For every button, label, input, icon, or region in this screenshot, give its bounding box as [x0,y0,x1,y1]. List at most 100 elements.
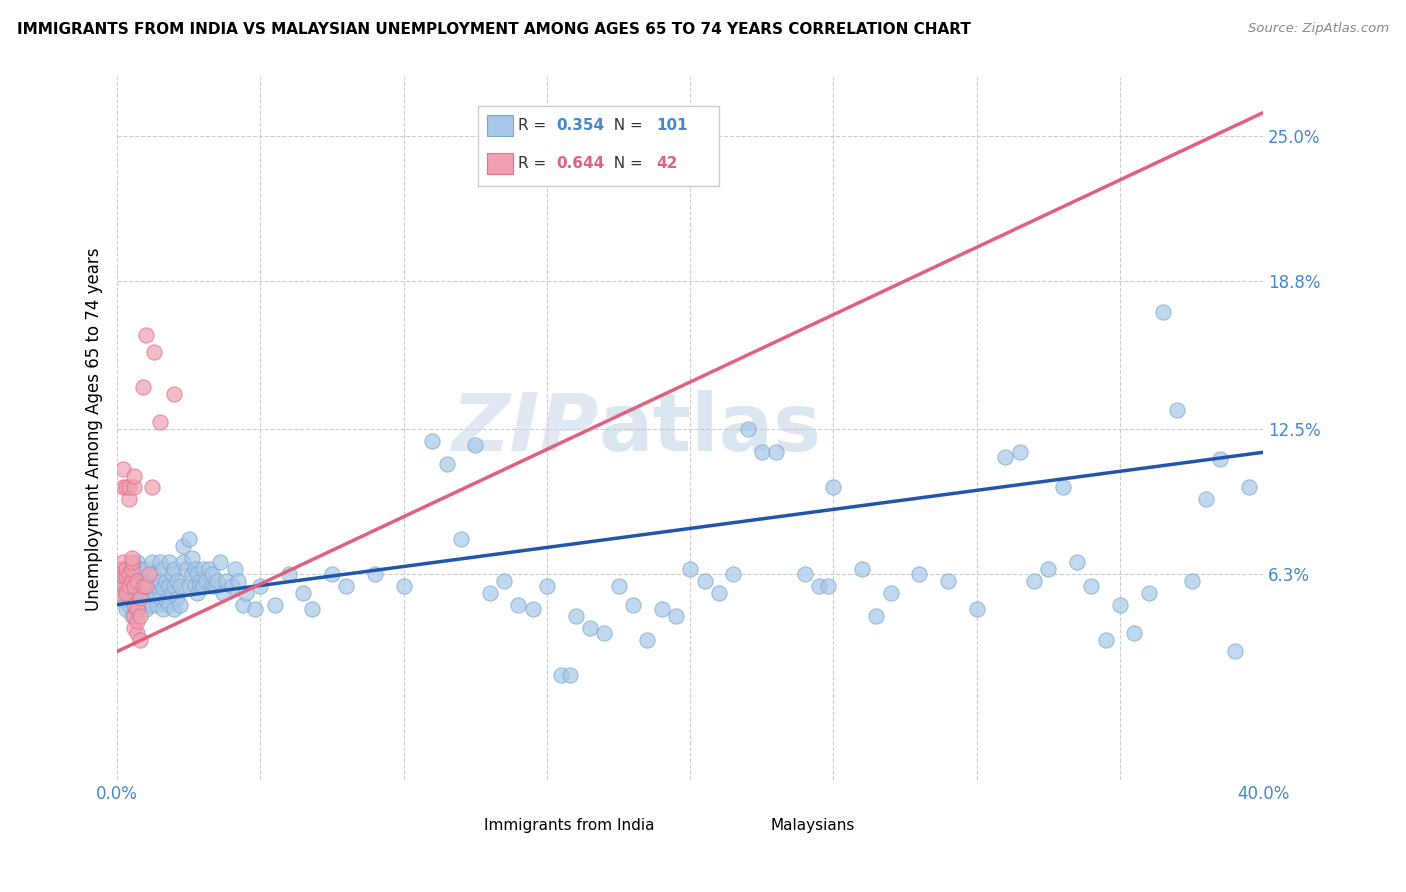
Point [550,668,572,682]
Text: Malaysians: Malaysians [770,819,855,833]
Point [436,457,458,471]
Point [212,586,235,600]
Point [321,567,343,582]
Point [124,579,146,593]
Point [121,574,143,588]
Point [129,562,152,576]
Point [124,579,146,593]
Text: ZIP: ZIP [451,390,599,467]
Point [180,550,202,565]
Point [114,569,136,583]
Text: Immigrants from India: Immigrants from India [484,819,654,833]
Point [1152,304,1174,318]
Point [114,569,136,583]
Point [124,480,146,494]
Point [124,567,146,582]
Point [169,579,191,593]
Point [707,586,730,600]
Point [108,562,131,576]
Point [163,602,186,616]
Point [191,579,214,593]
Point [621,598,644,612]
Point [1008,445,1031,459]
Point [593,625,616,640]
Point [138,592,160,607]
Point [180,567,202,582]
Point [138,574,160,588]
Point [160,586,183,600]
Point [111,461,134,475]
Point [129,609,152,624]
Point [865,609,887,624]
Text: atlas: atlas [599,390,821,467]
Point [636,632,658,647]
Point [157,555,180,569]
Point [108,586,131,600]
Point [111,592,134,607]
FancyBboxPatch shape [488,153,513,175]
Point [558,668,581,682]
Point [1052,480,1074,494]
Point [851,562,873,576]
Text: 0.354: 0.354 [557,118,605,133]
Point [226,574,249,588]
Point [121,562,143,576]
Point [1181,574,1204,588]
Point [114,586,136,600]
Point [152,581,174,595]
Point [127,555,149,569]
Point [118,492,141,507]
Point [149,555,172,569]
FancyBboxPatch shape [488,115,513,136]
Point [1094,632,1116,647]
Point [765,445,787,459]
Text: IMMIGRANTS FROM INDIA VS MALAYSIAN UNEMPLOYMENT AMONG AGES 65 TO 74 YEARS CORREL: IMMIGRANTS FROM INDIA VS MALAYSIAN UNEMP… [17,22,970,37]
Point [124,598,146,612]
Point [215,574,238,588]
Point [221,579,243,593]
Point [808,579,831,593]
Point [908,567,931,582]
Text: R =: R = [519,156,551,171]
Point [817,579,839,593]
Point [536,579,558,593]
Point [141,480,163,494]
Point [166,591,188,605]
Point [146,598,169,612]
Point [174,562,197,576]
Point [172,539,194,553]
Point [607,579,630,593]
Point [163,579,186,593]
Point [235,586,257,600]
Point [132,579,155,593]
Point [478,586,501,600]
Point [135,579,157,593]
Point [936,574,959,588]
Point [201,567,224,582]
Point [721,567,744,582]
FancyBboxPatch shape [478,105,718,186]
Point [121,586,143,600]
Y-axis label: Unemployment Among Ages 65 to 74 years: Unemployment Among Ages 65 to 74 years [86,247,103,611]
Point [127,569,149,583]
Point [880,586,903,600]
Point [121,574,143,588]
Point [127,586,149,600]
Point [127,625,149,640]
Point [207,574,229,588]
Point [464,438,486,452]
Point [693,574,716,588]
Point [118,480,141,494]
Point [121,562,143,576]
Point [114,480,136,494]
Point [141,555,163,569]
Point [665,609,688,624]
Point [149,574,172,588]
Point [132,574,155,588]
Point [127,614,149,628]
Point [135,602,157,616]
Point [141,598,163,612]
Point [127,602,149,616]
Point [508,598,530,612]
Point [121,555,143,569]
